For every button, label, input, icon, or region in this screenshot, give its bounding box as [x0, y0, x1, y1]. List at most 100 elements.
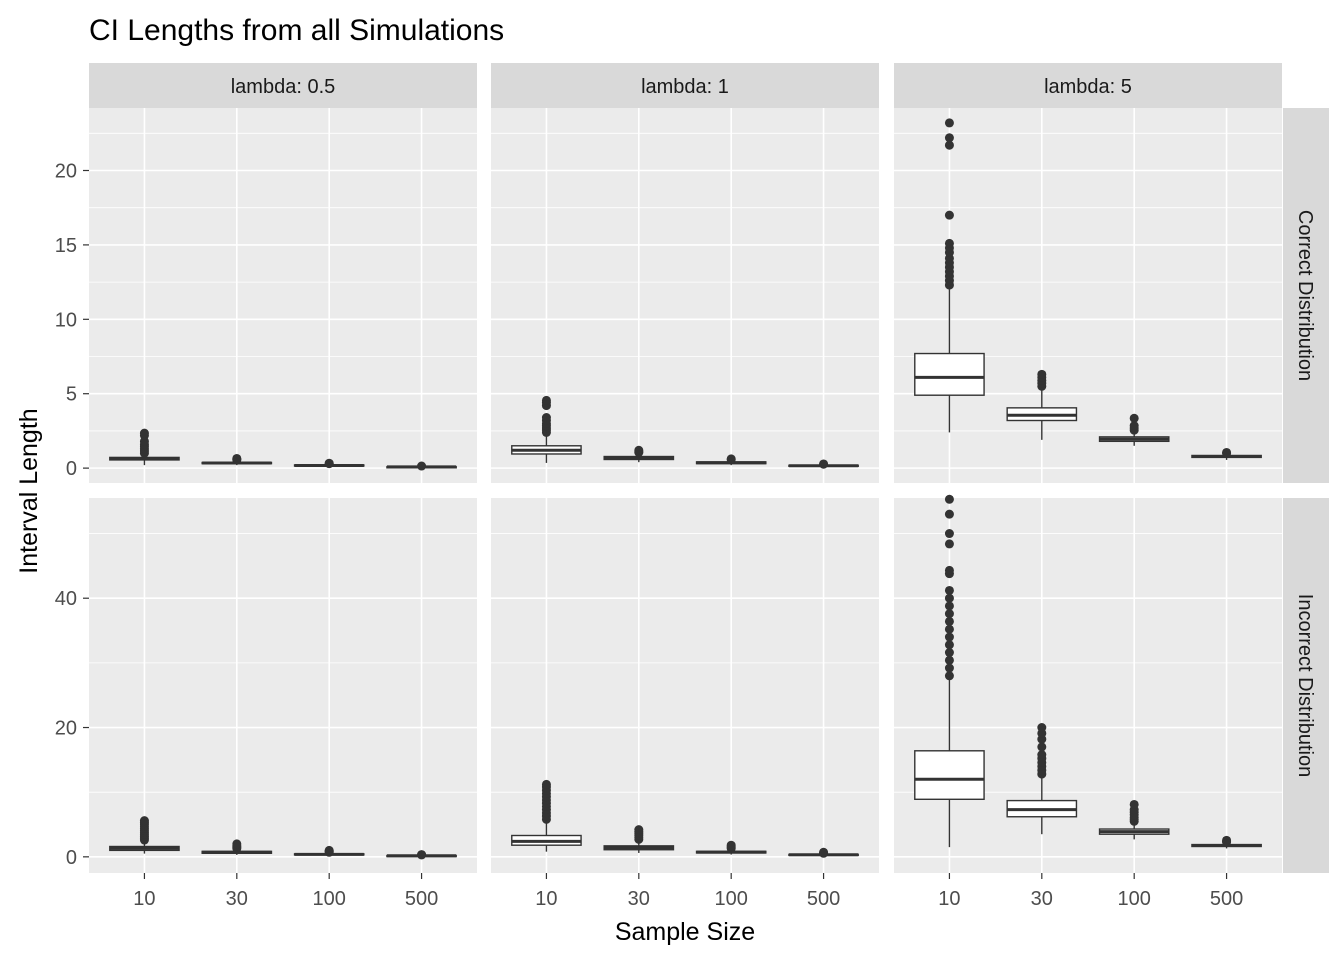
- boxplot-100: [1098, 799, 1170, 840]
- outlier-point: [944, 609, 954, 619]
- facet-strip-col-label: lambda: 1: [641, 76, 729, 98]
- boxplot-10: [914, 118, 985, 433]
- facet-panel: [894, 494, 1282, 873]
- outlier-point: [726, 840, 736, 850]
- boxplot-30: [201, 839, 273, 855]
- facet-panel: [89, 108, 477, 483]
- facet-strip-row: [1283, 108, 1329, 483]
- facet-strip-row-label: Incorrect Distribution: [1294, 594, 1316, 777]
- boxplot-500: [386, 850, 457, 860]
- x-tick-label: 100: [1118, 888, 1151, 910]
- facet-strip-row: [1283, 498, 1329, 873]
- boxplot-30: [603, 825, 675, 853]
- panel-background: [89, 498, 477, 873]
- outlier-point: [944, 133, 954, 143]
- outlier-point: [944, 648, 954, 658]
- x-tick-label: 30: [226, 888, 248, 910]
- outlier-point: [232, 839, 242, 849]
- outlier-point: [541, 413, 551, 423]
- y-tick-label: 15: [55, 235, 77, 257]
- x-axis-title: Sample Size: [615, 918, 755, 946]
- facet-panel: [491, 108, 879, 483]
- y-tick-label: 5: [66, 384, 77, 406]
- y-tick-label: 20: [55, 161, 77, 183]
- boxplot-10: [914, 494, 985, 848]
- facet-panel: [491, 498, 879, 873]
- outlier-point: [541, 395, 551, 405]
- boxplot-30: [603, 445, 675, 463]
- outlier-point: [944, 624, 954, 634]
- outlier-point: [726, 454, 736, 464]
- facet-panel: [894, 108, 1282, 483]
- outlier-point: [944, 616, 954, 626]
- outlier-point: [944, 593, 954, 603]
- outlier-point: [1037, 723, 1047, 733]
- boxplot-500: [386, 461, 457, 471]
- y-tick-label: 0: [66, 458, 77, 480]
- boxplot-100: [695, 454, 767, 466]
- outlier-point: [944, 509, 954, 519]
- outlier-point: [944, 655, 954, 665]
- outlier-point: [944, 494, 954, 504]
- outlier-point: [944, 671, 954, 681]
- outlier-point: [324, 845, 334, 855]
- outlier-point: [634, 825, 644, 835]
- outlier-point: [944, 529, 954, 539]
- x-tick-label: 10: [535, 888, 557, 910]
- outlier-point: [944, 118, 954, 128]
- x-tick-label: 30: [1031, 888, 1053, 910]
- x-tick-label: 100: [313, 888, 346, 910]
- outlier-point: [1222, 447, 1232, 457]
- facet-strip-col: [894, 63, 1282, 108]
- boxplot-10: [109, 816, 180, 854]
- outlier-point: [417, 461, 427, 471]
- x-tick-label: 500: [807, 888, 840, 910]
- outlier-point: [1222, 835, 1232, 845]
- outlier-point: [944, 539, 954, 549]
- panel-background: [491, 498, 879, 873]
- boxplot-30: [1006, 723, 1078, 835]
- outlier-point: [944, 140, 954, 150]
- outlier-point: [324, 458, 334, 468]
- facet-strip-col: [491, 63, 879, 108]
- outlier-point: [1037, 369, 1047, 379]
- x-tick-label: 10: [938, 888, 960, 910]
- facet-strip-col: [89, 63, 477, 108]
- outlier-point: [944, 210, 954, 220]
- outlier-point: [139, 816, 149, 826]
- outlier-point: [634, 445, 644, 455]
- outlier-point: [944, 565, 954, 575]
- boxplot-100: [1098, 413, 1170, 446]
- outlier-point: [1129, 799, 1139, 809]
- outlier-point: [1037, 742, 1047, 752]
- outlier-point: [139, 428, 149, 438]
- x-tick-label: 30: [628, 888, 650, 910]
- boxplot-500: [788, 847, 859, 858]
- panel-background: [89, 108, 477, 483]
- boxplot-500: [788, 459, 859, 469]
- chart-title: CI Lengths from all Simulations: [89, 14, 504, 47]
- box-iqr: [914, 352, 985, 396]
- outlier-point: [944, 632, 954, 642]
- outlier-point: [541, 779, 551, 789]
- facet-strip-col-label: lambda: 5: [1044, 76, 1132, 98]
- boxplot-10: [109, 428, 180, 466]
- facet-panel: [89, 498, 477, 873]
- y-tick-label: 20: [55, 718, 77, 740]
- panel-background: [894, 108, 1282, 483]
- outlier-point: [944, 601, 954, 611]
- outlier-point: [417, 850, 427, 860]
- box-iqr: [914, 750, 985, 800]
- boxplot-100: [695, 840, 767, 855]
- facet-strip-row-label: Correct Distribution: [1294, 210, 1316, 381]
- x-tick-label: 100: [715, 888, 748, 910]
- facet-grid: lambda: 0.5 lambda: 1 lambda: 5 Correct Dis…: [55, 63, 1329, 910]
- x-tick-label: 500: [1210, 888, 1243, 910]
- y-tick-label: 0: [66, 847, 77, 869]
- x-tick-label: 10: [133, 888, 155, 910]
- boxplot-100: [293, 458, 365, 469]
- boxplot-30: [1006, 369, 1078, 440]
- boxplot-500: [1191, 835, 1262, 849]
- boxplot-500: [1191, 447, 1262, 460]
- boxplot-100: [293, 845, 365, 857]
